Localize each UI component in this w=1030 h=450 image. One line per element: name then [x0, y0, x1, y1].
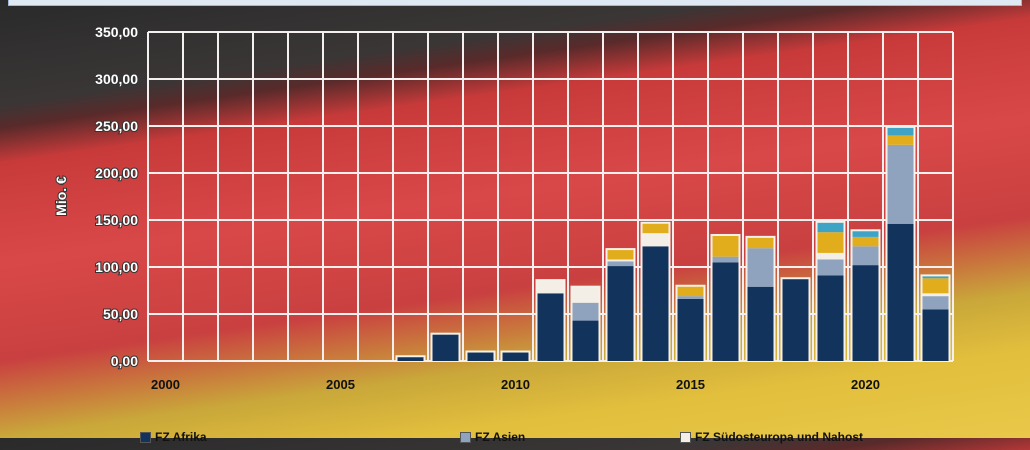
bar-segment-2011-series-0 [537, 293, 564, 361]
bar-segment-2008-series-0 [432, 334, 459, 361]
bar-segment-2020-series-1 [852, 246, 879, 266]
bar-segment-2019-series-0 [817, 275, 844, 361]
bar-segment-2012-series-1 [572, 302, 599, 321]
bar-segment-2017-series-3 [747, 237, 774, 249]
x-tick-label: 2005 [326, 377, 355, 392]
y-tick-label: 200,00 [95, 165, 138, 181]
bar-segment-2021-series-1 [887, 144, 914, 224]
bar-segment-2017-series-0 [747, 286, 774, 361]
x-tick-label: 2020 [851, 377, 880, 392]
bar-segment-2011-series-2 [537, 281, 564, 294]
bar-segment-2015-series-0 [677, 298, 704, 361]
legend-swatch [680, 431, 691, 443]
y-tick-label: 150,00 [95, 212, 138, 228]
y-tick-label: 100,00 [95, 259, 138, 275]
bar-segment-2021-series-0 [887, 223, 914, 361]
bar-segment-2012-series-2 [572, 287, 599, 303]
bar-segment-2022-series-1 [922, 296, 949, 310]
legend-label: FZ Afrika [155, 430, 207, 444]
bar-segment-2019-series-1 [817, 259, 844, 276]
bar-segment-2016-series-3 [712, 235, 739, 257]
bar-segment-2014-series-0 [642, 246, 669, 361]
bar-segment-2018-series-0 [782, 279, 809, 361]
bar-segment-2013-series-3 [607, 250, 634, 260]
legend-item: FZ Afrika [140, 430, 207, 444]
bar-segment-2022-series-2 [922, 293, 949, 297]
x-tick-label: 2010 [501, 377, 530, 392]
legend-swatch [140, 431, 151, 443]
bar-segment-2021-series-4 [887, 127, 914, 136]
bar-segment-2009-series-0 [467, 352, 494, 361]
bar-segment-2022-series-3 [922, 278, 949, 294]
bar-segment-2013-series-2 [607, 259, 634, 262]
legend-swatch [460, 431, 471, 443]
bar-segment-2016-series-0 [712, 262, 739, 361]
x-tick-label: 2015 [676, 377, 705, 392]
title-banner [8, 0, 1022, 6]
bar-segment-2015-series-1 [677, 296, 704, 299]
bar-segment-2022-series-4 [922, 276, 949, 279]
legend: FZ Afrika FZ Asien FZ Südosteuropa und Nah… [0, 430, 1030, 450]
x-tick-label: 2000 [151, 377, 180, 392]
y-tick-label: 50,00 [103, 306, 138, 322]
bar-segment-2019-series-4 [817, 222, 844, 233]
bar-segment-2013-series-1 [607, 261, 634, 267]
stacked-bar-chart: 0,00 50,00 100,00 150,00 200,00 250,00 300,00 3… [52, 23, 954, 392]
legend-item: FZ Asien [460, 430, 525, 444]
bar-segment-2016-series-1 [712, 256, 739, 263]
legend-item: FZ Südosteuropa und Nahost [680, 430, 863, 444]
y-tick-label: 0,00 [111, 353, 138, 369]
bar-segment-2017-series-1 [747, 248, 774, 287]
legend-label: FZ Asien [475, 430, 526, 444]
bar-segment-2012-series-0 [572, 320, 599, 361]
bar-segment-2020-series-3 [852, 236, 879, 247]
legend-label: FZ Südosteuropa und Nahost [695, 430, 863, 444]
y-tick-label: 250,00 [95, 118, 138, 134]
bar-segment-2007-series-0 [397, 357, 424, 361]
bar-segment-2020-series-0 [852, 265, 879, 361]
y-tick-label: 300,00 [95, 71, 138, 87]
bar-segment-2014-series-2 [642, 233, 669, 247]
y-tick-label: 350,00 [95, 24, 138, 40]
y-axis-label: Mio. € [53, 176, 69, 216]
bar-segment-2022-series-0 [922, 309, 949, 361]
bar-segment-2019-series-2 [817, 252, 844, 260]
bar-segment-2010-series-0 [502, 352, 529, 361]
bar-segment-2021-series-3 [887, 135, 914, 145]
bar-segment-2014-series-3 [642, 223, 669, 234]
bar-segment-2020-series-4 [852, 231, 879, 237]
bar-segment-2013-series-0 [607, 266, 634, 361]
bar-segment-2019-series-3 [817, 232, 844, 253]
bar-segment-2015-series-3 [677, 286, 704, 297]
